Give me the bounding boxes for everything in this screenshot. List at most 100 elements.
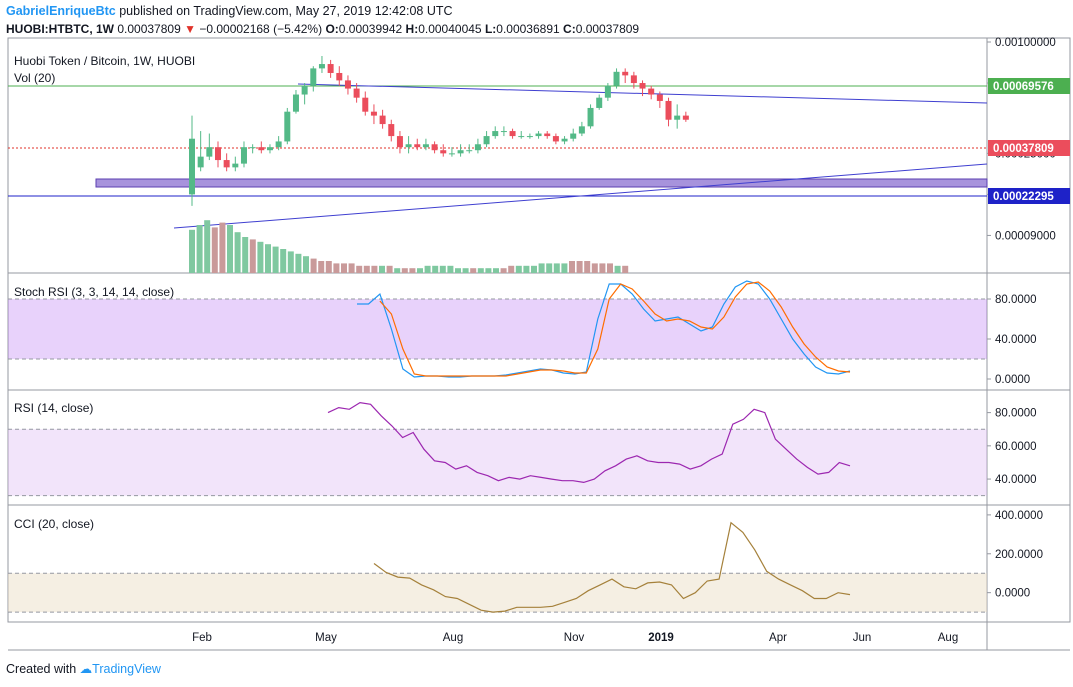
- close-value: 0.00037809: [575, 22, 640, 36]
- volume-bar: [356, 265, 363, 273]
- candle-body: [561, 138, 568, 142]
- ohlc-header: HUOBI:HTBTC, 1W 0.00037809 ▼ −0.00002168…: [6, 22, 639, 36]
- candle-body: [422, 144, 429, 148]
- candle-body: [665, 100, 672, 120]
- candle-body: [630, 75, 637, 84]
- volume-bar: [386, 265, 393, 273]
- candle-body: [301, 85, 308, 95]
- volume-bar: [447, 265, 454, 273]
- candle-body: [596, 97, 603, 108]
- volume-bar: [622, 265, 629, 273]
- volume-bar: [318, 261, 325, 273]
- volume-bar: [424, 265, 431, 273]
- volume-bar: [333, 263, 340, 273]
- candle-body: [578, 126, 585, 134]
- volume-bar: [584, 261, 591, 273]
- candle-body: [535, 133, 542, 137]
- candle-body: [189, 138, 195, 195]
- candle-body: [223, 160, 230, 168]
- candle-body: [544, 133, 551, 137]
- time-axis-tick: Nov: [564, 632, 585, 644]
- volume-bar: [196, 225, 203, 273]
- candle-body: [526, 136, 533, 138]
- volume-bar: [607, 263, 613, 273]
- volume-bar: [477, 268, 484, 273]
- stoch-d-line: [379, 281, 851, 377]
- volume-bar: [234, 232, 241, 273]
- close-label: C:: [563, 22, 576, 36]
- candle-body: [336, 72, 343, 81]
- volume-bar: [242, 237, 249, 273]
- candle-body: [310, 68, 317, 86]
- volume-bar: [553, 263, 560, 273]
- candle-body: [284, 111, 291, 142]
- candle-body: [214, 147, 221, 161]
- candle-body: [622, 71, 629, 76]
- candle-body: [396, 136, 403, 148]
- candle-body: [275, 141, 282, 148]
- candle-body: [492, 131, 499, 137]
- oscillator-axis-tick: 80.0000: [995, 408, 1037, 420]
- candle-body: [197, 156, 204, 168]
- candle-body: [431, 144, 438, 151]
- volume-bar: [265, 244, 271, 273]
- oscillator-axis-tick: 40.0000: [995, 334, 1037, 346]
- candle-body: [457, 150, 464, 154]
- oscillator-axis-tick: 40.0000: [995, 474, 1037, 486]
- high-label: H:: [405, 22, 419, 36]
- candle-body: [292, 94, 299, 112]
- volume-bar: [204, 220, 211, 273]
- volume-bar: [379, 265, 385, 273]
- candle-body: [318, 64, 325, 69]
- oscillator-axis-tick: 0.0000: [995, 588, 1030, 600]
- candle-body: [613, 71, 620, 86]
- symbol-label: HUOBI:HTBTC, 1W: [6, 22, 114, 36]
- candle-body: [648, 88, 655, 95]
- volume-bar: [470, 268, 477, 273]
- oscillator-axis-tick: 80.0000: [995, 294, 1037, 306]
- volume-bar: [363, 265, 370, 273]
- author-link[interactable]: GabrielEnriqueBtc: [6, 4, 116, 18]
- volume-bar: [310, 258, 317, 273]
- candle-body: [682, 115, 689, 120]
- candle-body: [266, 147, 273, 151]
- candle-body: [474, 144, 481, 151]
- rsi-line: [327, 401, 851, 484]
- low-label: L:: [484, 22, 497, 36]
- oscillator-axis-tick: 400.0000: [995, 510, 1043, 522]
- volume-bar: [249, 239, 256, 273]
- candle-body: [518, 136, 525, 138]
- candle-body: [674, 115, 681, 120]
- candle-body: [232, 163, 239, 168]
- volume-bar: [455, 268, 461, 273]
- publication-header: GabrielEnriqueBtc published on TradingVi…: [6, 4, 453, 18]
- volume-bar: [576, 261, 583, 273]
- volume-bar: [485, 268, 492, 273]
- ascending-trendline: [173, 163, 988, 229]
- price-axis-tick: 0.00009000: [995, 230, 1056, 242]
- cci-title: CCI (20, close): [14, 517, 94, 531]
- time-axis-tick: Jun: [853, 632, 872, 644]
- candle-body: [353, 88, 360, 98]
- volume-bar: [211, 227, 218, 273]
- price-change: −0.00002168 (−5.42%): [199, 22, 323, 36]
- price-tag: [988, 188, 1070, 204]
- volume-bar: [303, 256, 309, 273]
- created-with-label: Created with: [6, 662, 77, 676]
- volume-bar: [257, 241, 264, 273]
- price-tag-label: 0.00069576: [993, 81, 1054, 93]
- price-tag: [988, 78, 1070, 94]
- volume-bar: [569, 261, 575, 273]
- oscillator-axis-tick: 200.0000: [995, 549, 1043, 561]
- time-axis-tick: Aug: [443, 632, 463, 644]
- tradingview-brand[interactable]: TradingView: [92, 662, 161, 676]
- open-value: 0.00039942: [338, 22, 403, 36]
- candle-body: [379, 115, 386, 125]
- publish-info: published on TradingView.com, May 27, 20…: [115, 4, 453, 18]
- candle-body: [466, 150, 473, 152]
- candle-body: [656, 94, 663, 101]
- stoch-rsi-title: Stoch RSI (3, 3, 14, 14, close): [14, 285, 174, 299]
- price-tag-label: 0.00022295: [993, 191, 1054, 203]
- volume-bar: [219, 222, 226, 273]
